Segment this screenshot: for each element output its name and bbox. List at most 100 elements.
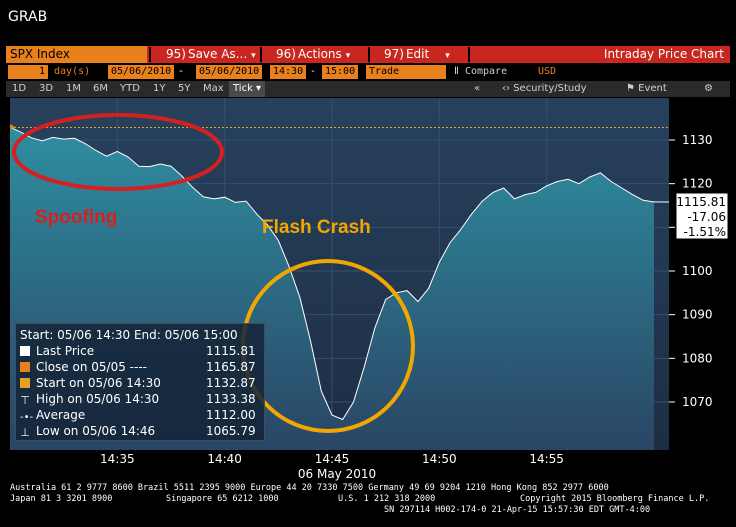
- footer-copyright: Copyright 2015 Bloomberg Finance L.P.: [520, 494, 710, 504]
- menu-divider: [368, 47, 370, 62]
- low-marker-icon: ⊥: [20, 426, 30, 439]
- range-tab-3d[interactable]: 3D: [39, 83, 54, 94]
- footer-us: U.S. 1 212 318 2000: [338, 494, 436, 504]
- range-toolbar: 1D 3D 1M 6M YTD 1Y 5Y Max Tick ▾ « ‹› Se…: [6, 81, 730, 97]
- spoofing-label: Spoofing: [35, 207, 118, 228]
- stats-row-high: ⊤ High on 05/06 14:30 1133.38: [20, 392, 264, 407]
- footer-contacts-line: Australia 61 2 9777 8600 Brazil 5511 239…: [10, 483, 609, 493]
- range-tab-1y[interactable]: 1Y: [153, 83, 166, 94]
- last-price-value: 1115.81: [676, 195, 726, 209]
- menu-divider: [260, 47, 262, 62]
- stats-label: Average: [36, 408, 86, 422]
- compare-label: Compare: [464, 66, 508, 77]
- parameter-bar: 1 day(s) 05/06/2010 - 05/06/2010 14:30 -…: [6, 64, 730, 80]
- stats-value: 1165.87: [206, 360, 256, 374]
- save-as-number: 95): [166, 47, 186, 61]
- footer: Australia 61 2 9777 8600 Brazil 5511 239…: [0, 483, 736, 527]
- stats-label: Last Price: [36, 344, 95, 358]
- y-tick-label: 1070: [682, 395, 713, 409]
- stats-label: High on 05/06 14:30: [36, 392, 160, 406]
- range-tab-ytd[interactable]: YTD: [120, 83, 140, 94]
- collapse-icon[interactable]: «: [474, 83, 481, 94]
- range-tab-6m[interactable]: 6M: [93, 83, 108, 94]
- stats-value: 1132.87: [206, 376, 256, 390]
- stats-range-header: Start: 05/06 14:30 End: 05/06 15:00: [20, 328, 238, 342]
- stats-row-low: ⊥ Low on 05/06 14:46 1065.79: [20, 424, 264, 439]
- compare-button[interactable]: Ⅱ Compare: [454, 65, 507, 79]
- end-date-field[interactable]: 05/06/2010: [196, 65, 262, 79]
- actions-button[interactable]: 96) Actions ▾: [272, 46, 354, 63]
- stats-legend-panel: Start: 05/06 14:30 End: 05/06 15:00 Last…: [15, 323, 265, 441]
- chart-type-title: Intraday Price Chart: [603, 47, 724, 61]
- last-price-change: -17.06: [687, 210, 726, 224]
- window-title: GRAB: [8, 9, 48, 25]
- stats-label: Start on 05/06 14:30: [36, 376, 161, 390]
- spoofing-ellipse: [12, 113, 224, 191]
- end-time-field[interactable]: 15:00: [322, 65, 358, 79]
- menu-divider: [468, 47, 470, 62]
- stats-label: Low on 05/06 14:46: [36, 424, 156, 438]
- stats-value: 1133.38: [206, 392, 256, 406]
- date-separator: -: [178, 66, 185, 77]
- chevron-down-icon: ▾: [251, 51, 256, 61]
- range-tab-5y[interactable]: 5Y: [178, 83, 191, 94]
- stats-value: 1112.00: [206, 408, 256, 422]
- y-tick-label: 1090: [682, 308, 713, 322]
- footer-japan: Japan 81 3 3201 8900: [10, 494, 113, 504]
- edit-label: Edit: [405, 47, 430, 61]
- period-unit-label: day(s): [54, 66, 91, 77]
- x-tick-label: 14:50: [422, 452, 457, 466]
- stats-value: 1065.79: [206, 424, 256, 438]
- gear-icon[interactable]: ⚙: [704, 83, 713, 94]
- security-study-button[interactable]: ‹› Security/Study: [502, 81, 587, 97]
- flag-icon: ⚑: [626, 83, 639, 94]
- start-time-field[interactable]: 14:30: [270, 65, 306, 79]
- event-label: Event: [638, 83, 667, 94]
- x-axis-labels: 14:35 14:40 14:45 14:50 14:55: [100, 452, 564, 466]
- start-date-field[interactable]: 05/06/2010: [108, 65, 174, 79]
- chevron-left-right-icon: ‹›: [502, 83, 514, 94]
- stats-label: Close on 05/05 ----: [36, 360, 147, 374]
- stats-value: 1115.81: [206, 344, 256, 358]
- x-tick-label: 14:40: [207, 452, 242, 466]
- edit-number: 97): [384, 47, 404, 61]
- start-marker-icon: [10, 124, 15, 130]
- average-marker-icon: -•-: [20, 412, 34, 423]
- y-tick-label: 1100: [682, 264, 713, 278]
- compare-icon: Ⅱ: [454, 66, 465, 77]
- event-button[interactable]: ⚑ Event: [626, 81, 667, 97]
- x-tick-label: 14:35: [100, 452, 135, 466]
- x-axis-title: 06 May 2010: [298, 467, 376, 481]
- save-as-button[interactable]: 95) Save As... ▾: [162, 46, 260, 63]
- data-type-field[interactable]: Trade: [366, 65, 446, 79]
- last-price-swatch: [20, 346, 30, 356]
- x-tick-label: 14:55: [529, 452, 564, 466]
- time-separator: -: [310, 66, 317, 77]
- last-price-pct: -1.51%: [684, 225, 726, 239]
- security-study-label: Security/Study: [513, 83, 587, 94]
- range-tab-1d[interactable]: 1D: [12, 83, 27, 94]
- range-tab-max[interactable]: Max: [203, 83, 224, 94]
- range-tab-1m[interactable]: 1M: [66, 83, 81, 94]
- menu-bar: SPX Index 95) Save As... ▾ 96) Actions ▾ 97)…: [6, 46, 730, 63]
- chevron-down-icon: ▾: [445, 51, 450, 61]
- y-axis-labels: 1130112011101100109010801070: [669, 133, 713, 409]
- currency-label[interactable]: USD: [538, 66, 557, 77]
- tick-dropdown[interactable]: Tick ▾: [229, 81, 266, 97]
- menu-divider: [149, 47, 151, 62]
- edit-button[interactable]: 97) Edit ▾: [380, 46, 454, 63]
- stats-row-start: Start on 05/06 14:30 1132.87: [20, 376, 264, 391]
- y-tick-label: 1130: [682, 133, 713, 147]
- actions-number: 96): [276, 47, 296, 61]
- period-count-field[interactable]: 1: [8, 65, 48, 79]
- last-price-box: 1115.81 -17.06 -1.51%: [675, 192, 729, 240]
- high-marker-icon: ⊤: [20, 394, 30, 407]
- flash-crash-label: Flash Crash: [262, 217, 371, 238]
- stats-row-last-price: Last Price 1115.81: [20, 344, 264, 359]
- stats-row-close: Close on 05/05 ---- 1165.87: [20, 360, 264, 375]
- ticker-field[interactable]: SPX Index: [6, 46, 147, 63]
- stats-row-average: -•- Average 1112.00: [20, 408, 264, 423]
- window-title-bar: GRAB: [0, 0, 736, 38]
- save-as-label: Save As...: [187, 47, 248, 61]
- y-tick-label: 1080: [682, 351, 713, 365]
